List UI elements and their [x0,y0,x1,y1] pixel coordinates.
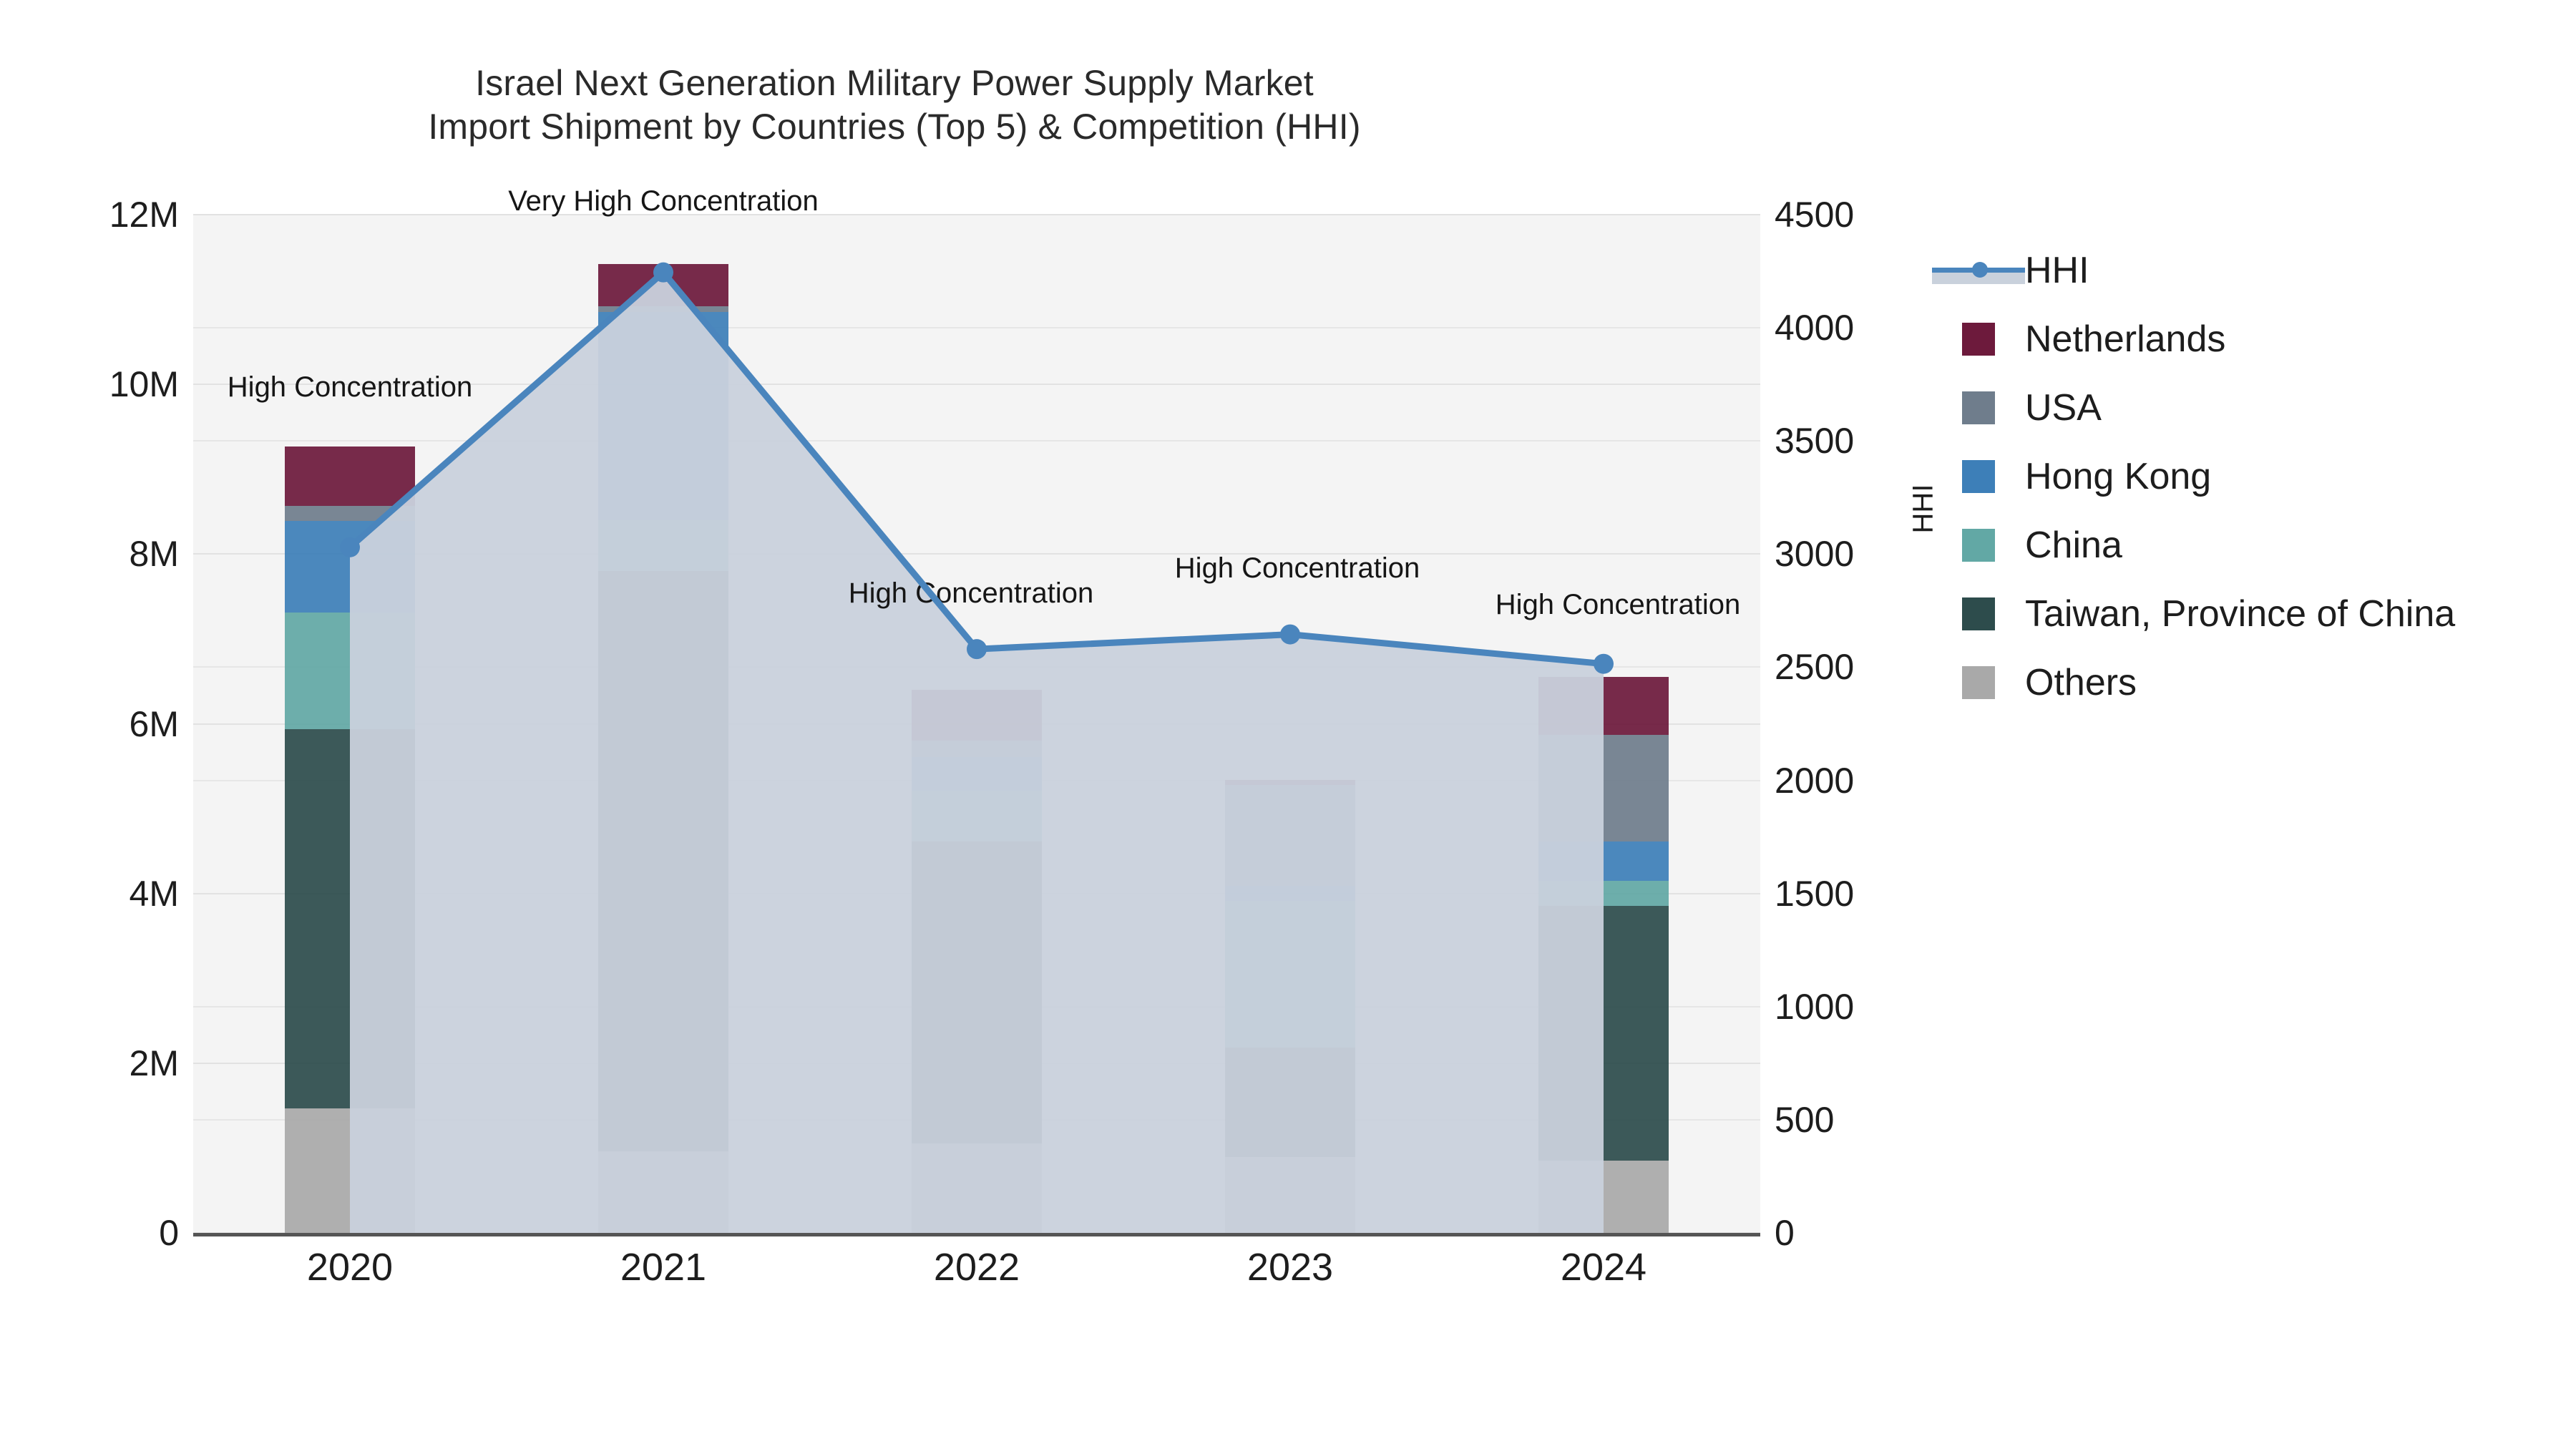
chart-title-block: Israel Next Generation Military Power Su… [0,62,1789,149]
annotation-2024: High Concentration [1495,588,1741,620]
bar-segment-2021-netherlands[interactable] [598,263,728,307]
legend-swatch [1962,529,1995,562]
bar-segment-2020-netherlands[interactable] [285,446,415,506]
annotation-2022: High Concentration [848,577,1094,610]
legend-item-taiwan-province-of-china[interactable]: Taiwan, Province of China [1932,580,2455,648]
legend-label: HHI [2025,250,2089,291]
bar-segment-2021-others[interactable] [598,1151,728,1233]
y2-tick-2500: 2500 [1775,647,1855,688]
legend-item-others[interactable]: Others [1932,648,2455,717]
annotation-2020: High Concentration [227,371,473,403]
y-tick-8M: 8M [129,534,179,575]
legend-label: Hong Kong [2025,456,2212,497]
bar-segment-2022-taiwan-province-of-china[interactable] [912,841,1042,1144]
y2-tick-2000: 2000 [1775,760,1855,801]
bar-segment-2024-netherlands[interactable] [1538,677,1669,735]
y2-tick-4500: 4500 [1775,195,1855,235]
chart-subtitle: Import Shipment by Countries (Top 5) & C… [428,107,1361,147]
legend-label: Others [2025,662,2137,703]
annotation-2021: Very High Concentration [508,185,819,217]
legend-label: USA [2025,387,2102,429]
y-tick-6M: 6M [129,703,179,744]
chart-title: Israel Next Generation Military Power Su… [475,63,1314,103]
x-tick-2020: 2020 [306,1246,394,1289]
y-tick-2M: 2M [129,1043,179,1083]
legend-item-hhi[interactable]: HHI [1932,236,2455,305]
bar-segment-2020-hong-kong[interactable] [285,521,415,613]
annotation-2023: High Concentration [1174,552,1420,584]
bar-segment-2022-netherlands[interactable] [912,690,1042,741]
bar-group-2023[interactable] [1225,215,1355,1233]
bar-group-2021[interactable] [598,215,728,1233]
bar-group-2022[interactable] [912,215,1042,1233]
bar-segment-2024-others[interactable] [1538,1161,1669,1233]
x-tick-2022: 2022 [933,1246,1020,1289]
bar-segment-2024-hong-kong[interactable] [1538,841,1669,881]
bar-segment-2023-hong-kong[interactable] [1225,885,1355,902]
bar-segment-2024-taiwan-province-of-china[interactable] [1538,906,1669,1161]
legend-line-marker [1932,254,2025,287]
legend-line-dot [1972,262,1988,278]
legend-item-china[interactable]: China [1932,511,2455,580]
bar-segment-2023-netherlands[interactable] [1225,779,1355,785]
gridline [193,214,1760,215]
bar-segment-2024-china[interactable] [1538,880,1669,907]
legend-swatch [1962,460,1995,493]
plot-area: High Concentration Very High Concentratio… [193,185,1760,1289]
y2-tick-0: 0 [1775,1213,1795,1253]
legend-label: Taiwan, Province of China [2025,593,2456,635]
legend-swatch [1962,666,1995,699]
bar-segment-2020-others[interactable] [285,1108,415,1233]
y2-tick-1000: 1000 [1775,986,1855,1027]
bar-segment-2020-china[interactable] [285,613,415,729]
bar-segment-2022-hong-kong[interactable] [912,756,1042,791]
legend-area-band [1932,273,2025,284]
legend-label: Netherlands [2025,318,2226,360]
y-tick-4M: 4M [129,873,179,914]
x-axis-line [193,1233,1760,1236]
bar-segment-2021-usa[interactable] [598,306,728,313]
bar-segment-2022-china[interactable] [912,791,1042,842]
x-tick-2021: 2021 [620,1246,707,1289]
bar-segment-2022-usa[interactable] [912,741,1042,757]
bar-segment-2021-china[interactable] [598,519,728,572]
bar-segment-2023-taiwan-province-of-china[interactable] [1225,1048,1355,1158]
bar-segment-2022-others[interactable] [912,1143,1042,1233]
legend-item-netherlands[interactable]: Netherlands [1932,305,2455,374]
y-tick-0: 0 [159,1213,179,1253]
legend-swatch [1962,597,1995,630]
y-tick-10M: 10M [109,364,179,405]
bar-segment-2020-taiwan-province-of-china[interactable] [285,728,415,1108]
y2-tick-500: 500 [1775,1099,1835,1140]
legend-label: China [2025,525,2122,566]
bar-segment-2021-taiwan-province-of-china[interactable] [598,571,728,1152]
bar-group-2020[interactable] [285,215,415,1233]
bar-group-2024[interactable] [1538,215,1669,1233]
legend-swatch [1962,323,1995,356]
bar-segment-2023-usa[interactable] [1225,784,1355,886]
bar-segment-2024-usa[interactable] [1538,734,1669,842]
bar-segment-2023-others[interactable] [1225,1157,1355,1233]
legend: HHI Netherlands USA Hong Kong China Taiwan, P… [1932,236,2455,717]
y2-tick-3000: 3000 [1775,534,1855,575]
legend-item-hong-kong[interactable]: Hong Kong [1932,442,2455,511]
y-tick-12M: 12M [109,195,179,235]
bar-segment-2023-china[interactable] [1225,901,1355,1048]
y2-tick-1500: 1500 [1775,873,1855,914]
x-tick-2024: 2024 [1560,1246,1647,1289]
x-tick-2023: 2023 [1246,1246,1334,1289]
legend-item-usa[interactable]: USA [1932,374,2455,442]
legend-swatch [1962,391,1995,424]
bar-segment-2021-hong-kong[interactable] [598,312,728,520]
bar-segment-2020-usa[interactable] [285,505,415,522]
y2-tick-4000: 4000 [1775,308,1855,348]
y2-tick-3500: 3500 [1775,421,1855,462]
